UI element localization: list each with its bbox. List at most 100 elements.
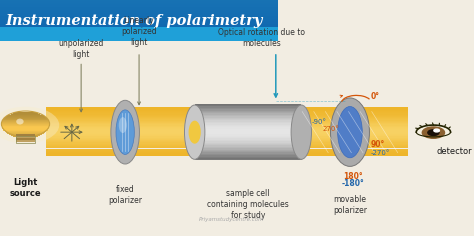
Bar bbox=[195, 136, 301, 137]
Bar bbox=[195, 105, 301, 159]
Bar bbox=[195, 156, 301, 158]
Bar bbox=[16, 138, 35, 140]
Bar bbox=[195, 120, 301, 122]
Bar bbox=[195, 123, 301, 125]
Bar bbox=[46, 153, 408, 155]
Ellipse shape bbox=[111, 100, 139, 164]
Bar bbox=[46, 129, 408, 130]
Text: Priyamstudycentre.com: Priyamstudycentre.com bbox=[199, 217, 264, 222]
Bar bbox=[46, 121, 408, 122]
Bar bbox=[8, 133, 44, 134]
Bar bbox=[46, 117, 408, 118]
Bar bbox=[46, 136, 408, 138]
Bar bbox=[16, 136, 35, 138]
Bar bbox=[4, 118, 47, 119]
Bar bbox=[195, 145, 301, 147]
Ellipse shape bbox=[119, 117, 127, 133]
Bar bbox=[46, 119, 408, 121]
Bar bbox=[195, 151, 301, 152]
Bar bbox=[195, 150, 301, 151]
Bar bbox=[195, 106, 301, 108]
Bar bbox=[0, 8, 278, 10]
Bar bbox=[3, 119, 47, 120]
Bar bbox=[46, 116, 408, 117]
Bar bbox=[9, 134, 42, 135]
Bar bbox=[195, 125, 301, 126]
Bar bbox=[195, 140, 301, 141]
Bar bbox=[0, 13, 278, 14]
Bar bbox=[195, 134, 301, 136]
Bar bbox=[1, 125, 50, 126]
Bar bbox=[46, 147, 408, 148]
Bar bbox=[0, 17, 278, 18]
Bar bbox=[46, 112, 408, 114]
Bar bbox=[46, 114, 408, 115]
Bar bbox=[0, 27, 278, 29]
Text: Instrumentation of polarimetry: Instrumentation of polarimetry bbox=[6, 14, 263, 28]
Bar bbox=[46, 107, 408, 109]
Bar bbox=[46, 140, 408, 141]
Bar bbox=[9, 114, 42, 115]
Text: unpolarized
light: unpolarized light bbox=[58, 39, 104, 59]
Text: -180°: -180° bbox=[341, 179, 364, 188]
Bar bbox=[5, 131, 46, 132]
Bar bbox=[0, 0, 278, 1]
Bar bbox=[0, 31, 278, 33]
Circle shape bbox=[422, 127, 445, 138]
Bar bbox=[0, 23, 278, 24]
Bar bbox=[0, 33, 278, 34]
Bar bbox=[195, 126, 301, 127]
Bar bbox=[195, 119, 301, 120]
Bar bbox=[16, 112, 36, 113]
Circle shape bbox=[428, 130, 439, 135]
Bar bbox=[195, 104, 301, 105]
Bar bbox=[46, 151, 408, 152]
Bar bbox=[46, 138, 408, 139]
Bar bbox=[46, 130, 408, 131]
Bar bbox=[16, 134, 35, 136]
Bar bbox=[0, 6, 278, 7]
Bar bbox=[5, 117, 46, 118]
Bar bbox=[195, 115, 301, 116]
Bar bbox=[46, 143, 408, 144]
Bar bbox=[1, 124, 50, 125]
Bar bbox=[2, 126, 49, 127]
Bar bbox=[8, 115, 44, 116]
Bar bbox=[0, 4, 278, 6]
Bar bbox=[0, 1, 278, 3]
Bar bbox=[195, 137, 301, 139]
Bar bbox=[46, 126, 408, 127]
Bar bbox=[46, 146, 408, 147]
Text: detector: detector bbox=[437, 147, 472, 156]
Bar bbox=[195, 116, 301, 118]
Bar bbox=[195, 109, 301, 111]
Bar bbox=[195, 155, 301, 156]
Bar bbox=[46, 127, 408, 128]
Bar bbox=[0, 29, 278, 30]
Ellipse shape bbox=[116, 110, 134, 154]
Text: Optical rotation due to
molecules: Optical rotation due to molecules bbox=[219, 28, 305, 48]
Bar bbox=[0, 3, 278, 4]
Ellipse shape bbox=[337, 106, 362, 158]
Ellipse shape bbox=[330, 98, 369, 166]
Ellipse shape bbox=[184, 105, 205, 159]
Bar bbox=[3, 129, 48, 130]
Bar bbox=[46, 128, 408, 129]
Bar bbox=[195, 108, 301, 109]
Bar bbox=[0, 7, 278, 8]
Bar bbox=[46, 132, 408, 133]
Bar bbox=[46, 152, 408, 153]
Bar bbox=[0, 27, 278, 41]
Bar bbox=[195, 129, 301, 130]
Bar bbox=[46, 150, 408, 151]
Bar bbox=[0, 19, 278, 20]
Bar bbox=[195, 133, 301, 134]
Circle shape bbox=[434, 129, 439, 132]
Ellipse shape bbox=[416, 125, 451, 139]
Bar bbox=[0, 30, 278, 31]
Ellipse shape bbox=[291, 105, 311, 159]
Bar bbox=[2, 127, 49, 128]
Bar bbox=[2, 121, 49, 122]
Bar bbox=[0, 40, 278, 41]
Bar bbox=[0, 34, 278, 36]
